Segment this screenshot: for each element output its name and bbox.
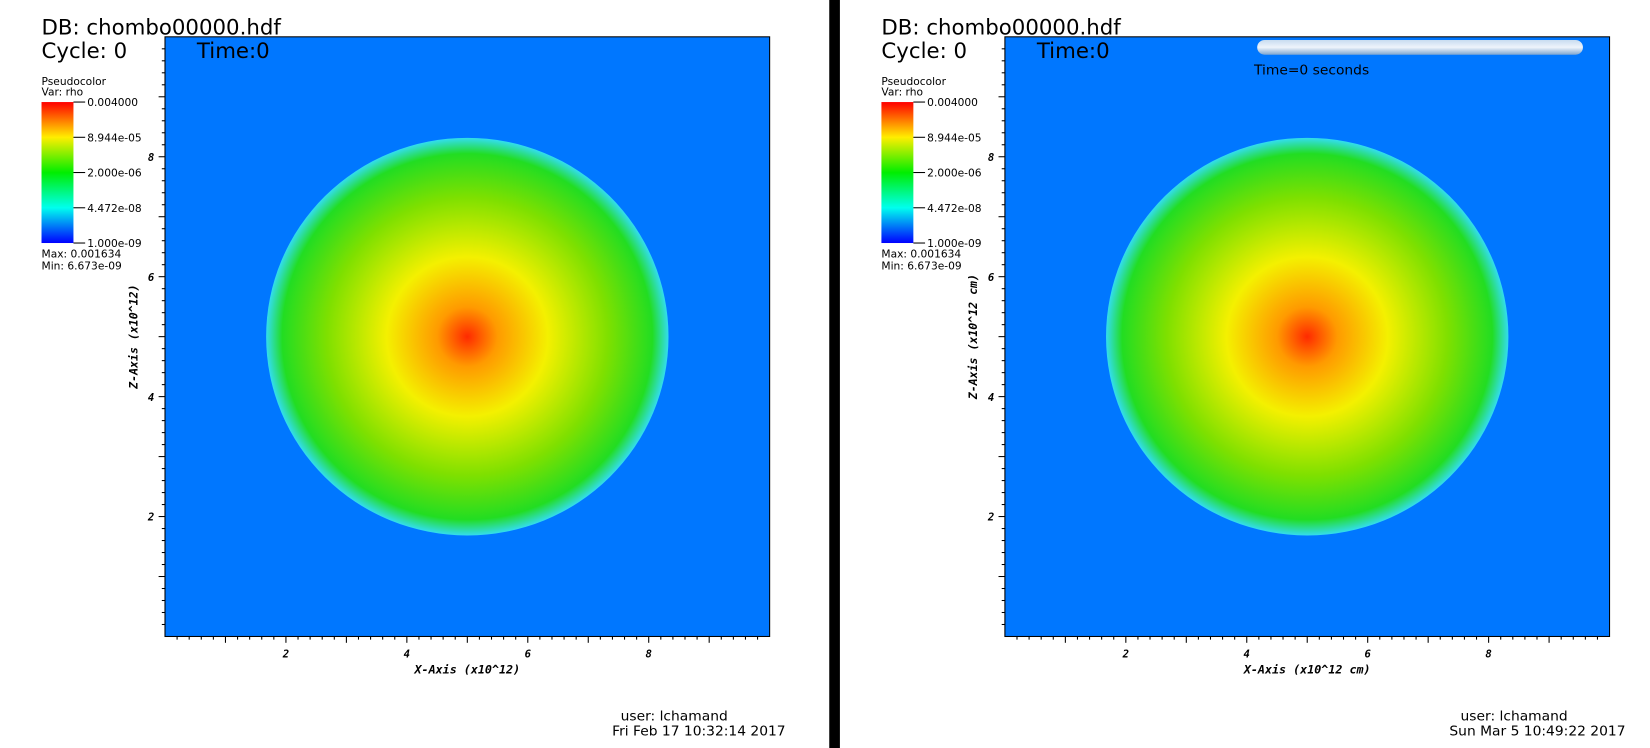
- cycle: Cycle: 0: [42, 38, 128, 63]
- z-tick-label: 8: [148, 152, 154, 164]
- legend-max: Max: 0.001634: [42, 249, 122, 261]
- color-bar: [41, 102, 74, 244]
- x-axis-title: X-Axis (x10^12): [414, 662, 521, 676]
- date: Sun Mar 5 10:49:22 2017: [1449, 723, 1625, 739]
- user: user: lchamand: [1461, 709, 1568, 725]
- z-tick-label: 4: [148, 392, 154, 404]
- time-slider-label: Time=0 seconds: [1253, 63, 1369, 79]
- x-axis-title: X-Axis (x10^12 cm): [1243, 662, 1371, 676]
- x-tick-label: 4: [1244, 649, 1250, 661]
- time: Time:0: [196, 38, 270, 63]
- z-tick-label: 4: [988, 392, 994, 404]
- legend-label: 0.004000: [87, 97, 138, 109]
- legend-label: 0.004000: [927, 97, 978, 109]
- legend-label: 4.472e-08: [927, 203, 981, 215]
- legend-label: 1.000e-09: [87, 238, 141, 250]
- density-field: [266, 137, 669, 536]
- cycle: Cycle: 0: [881, 38, 967, 63]
- x-tick-label: 4: [404, 649, 410, 661]
- z-tick-label: 2: [987, 512, 994, 524]
- z-tick-label: 6: [988, 272, 995, 284]
- color-bar: [881, 102, 914, 244]
- x-tick-label: 2: [1122, 649, 1129, 661]
- x-tick-label: 8: [646, 649, 652, 661]
- legend-var: Var: rho: [42, 87, 84, 99]
- time: Time:0: [1036, 38, 1110, 63]
- vis-window: 2 4 6 8 2 4 6 8 X-Axis (x10^12 cm) Z-Axis (x10^12…: [881, 15, 1626, 739]
- date: Fri Feb 17 10:32:14 2017: [612, 723, 785, 739]
- z-axis-title: Z-Axis (x10^12 cm): [966, 274, 980, 400]
- legend-max: Max: 0.001634: [881, 249, 961, 261]
- legend-var: Var: rho: [881, 87, 923, 99]
- user: user: lchamand: [621, 709, 728, 725]
- legend-label: 1.000e-09: [927, 238, 981, 250]
- z-axis-title: Z-Axis (x10^12): [126, 284, 140, 389]
- vis-window: 2 4 6 8 2 4 6 8 X-Axis (x10^12) Z-Axis (x10^12) DB…: [41, 15, 786, 739]
- legend-label: 4.472e-08: [87, 203, 141, 215]
- db-name: DB: chombo00000.hdf: [881, 15, 1121, 40]
- time-slider: [1257, 39, 1583, 55]
- divider: [829, 0, 840, 748]
- z-tick-label: 8: [988, 152, 994, 164]
- z-tick-label: 6: [148, 272, 155, 284]
- legend-min: Min: 6.673e-09: [42, 260, 122, 272]
- legend-min: Min: 6.673e-09: [881, 260, 961, 272]
- legend-title: Pseudocolor: [881, 76, 946, 88]
- density-field: [1106, 137, 1509, 536]
- x-tick-label: 8: [1485, 649, 1491, 661]
- x-tick-label: 2: [282, 649, 289, 661]
- x-tick-label: 6: [1364, 649, 1371, 661]
- legend-title: Pseudocolor: [42, 76, 107, 88]
- x-tick-label: 6: [525, 649, 532, 661]
- legend-label: 8.944e-05: [927, 133, 981, 145]
- legend-label: 8.944e-05: [87, 133, 141, 145]
- z-tick-label: 2: [147, 512, 154, 524]
- db-name: DB: chombo00000.hdf: [42, 15, 282, 40]
- legend-label: 2.000e-06: [927, 168, 982, 180]
- legend-label: 2.000e-06: [87, 168, 142, 180]
